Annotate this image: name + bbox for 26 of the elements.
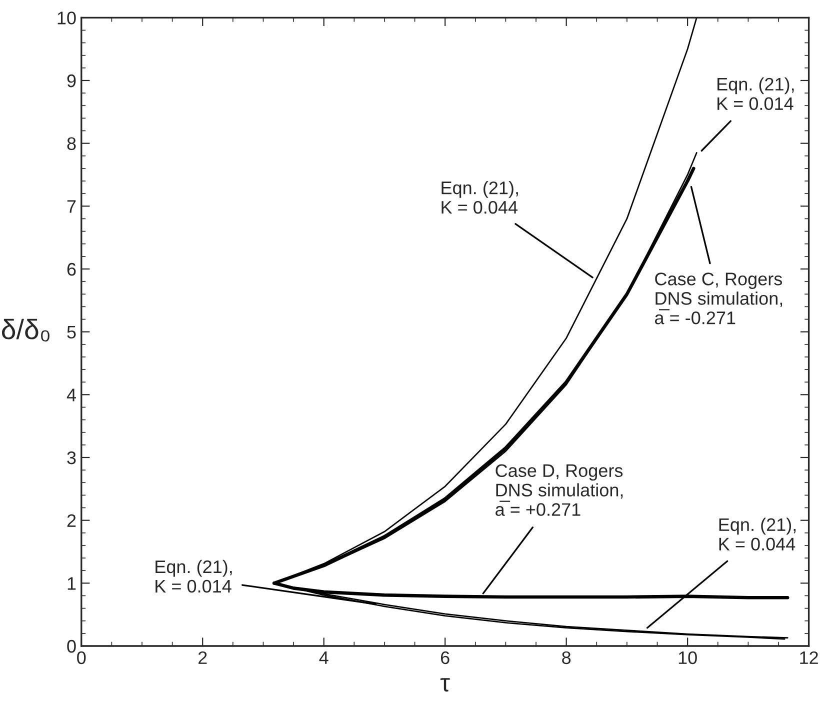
- y-tick-label: 8: [67, 137, 76, 150]
- annotation: Case D, Rogers DNS simulation, a̅ = +0.271: [496, 464, 623, 516]
- annotation: Case C, Rogers DNS simulation, a̅ = -0.271: [654, 272, 782, 324]
- x-tick-label: 0: [77, 651, 86, 664]
- y-tick-label: 0: [67, 640, 76, 653]
- y-tick-label: 2: [67, 514, 76, 527]
- y-tick-label: 1: [68, 577, 76, 590]
- x-tick-label: 6: [440, 651, 450, 664]
- x-tick-label: 8: [562, 651, 571, 664]
- x-tick-label: 10: [678, 651, 697, 664]
- annotation: Eqn. (21), K = 0.044: [719, 518, 796, 551]
- x-axis-title: τ: [440, 678, 450, 692]
- y-axis-title: δ/δ₀: [2, 318, 50, 342]
- y-tick-label: 6: [67, 262, 76, 276]
- x-tick-label: 4: [319, 652, 328, 664]
- annotation: Eqn. (21), K = 0.044: [442, 181, 518, 214]
- x-tick-label: 12: [800, 651, 818, 664]
- y-tick-label: 5: [67, 326, 76, 339]
- y-tick-label: 4: [66, 388, 76, 402]
- annotation: Eqn. (21), K = 0.014: [156, 560, 232, 593]
- annotation: Eqn. (21), K = 0.014: [718, 77, 794, 110]
- y-tick-label: 3: [67, 451, 76, 464]
- y-tick-label: 10: [58, 12, 76, 24]
- y-tick-label: 9: [67, 74, 76, 88]
- y-tick-label: 7: [67, 200, 76, 213]
- x-tick-label: 2: [198, 651, 207, 664]
